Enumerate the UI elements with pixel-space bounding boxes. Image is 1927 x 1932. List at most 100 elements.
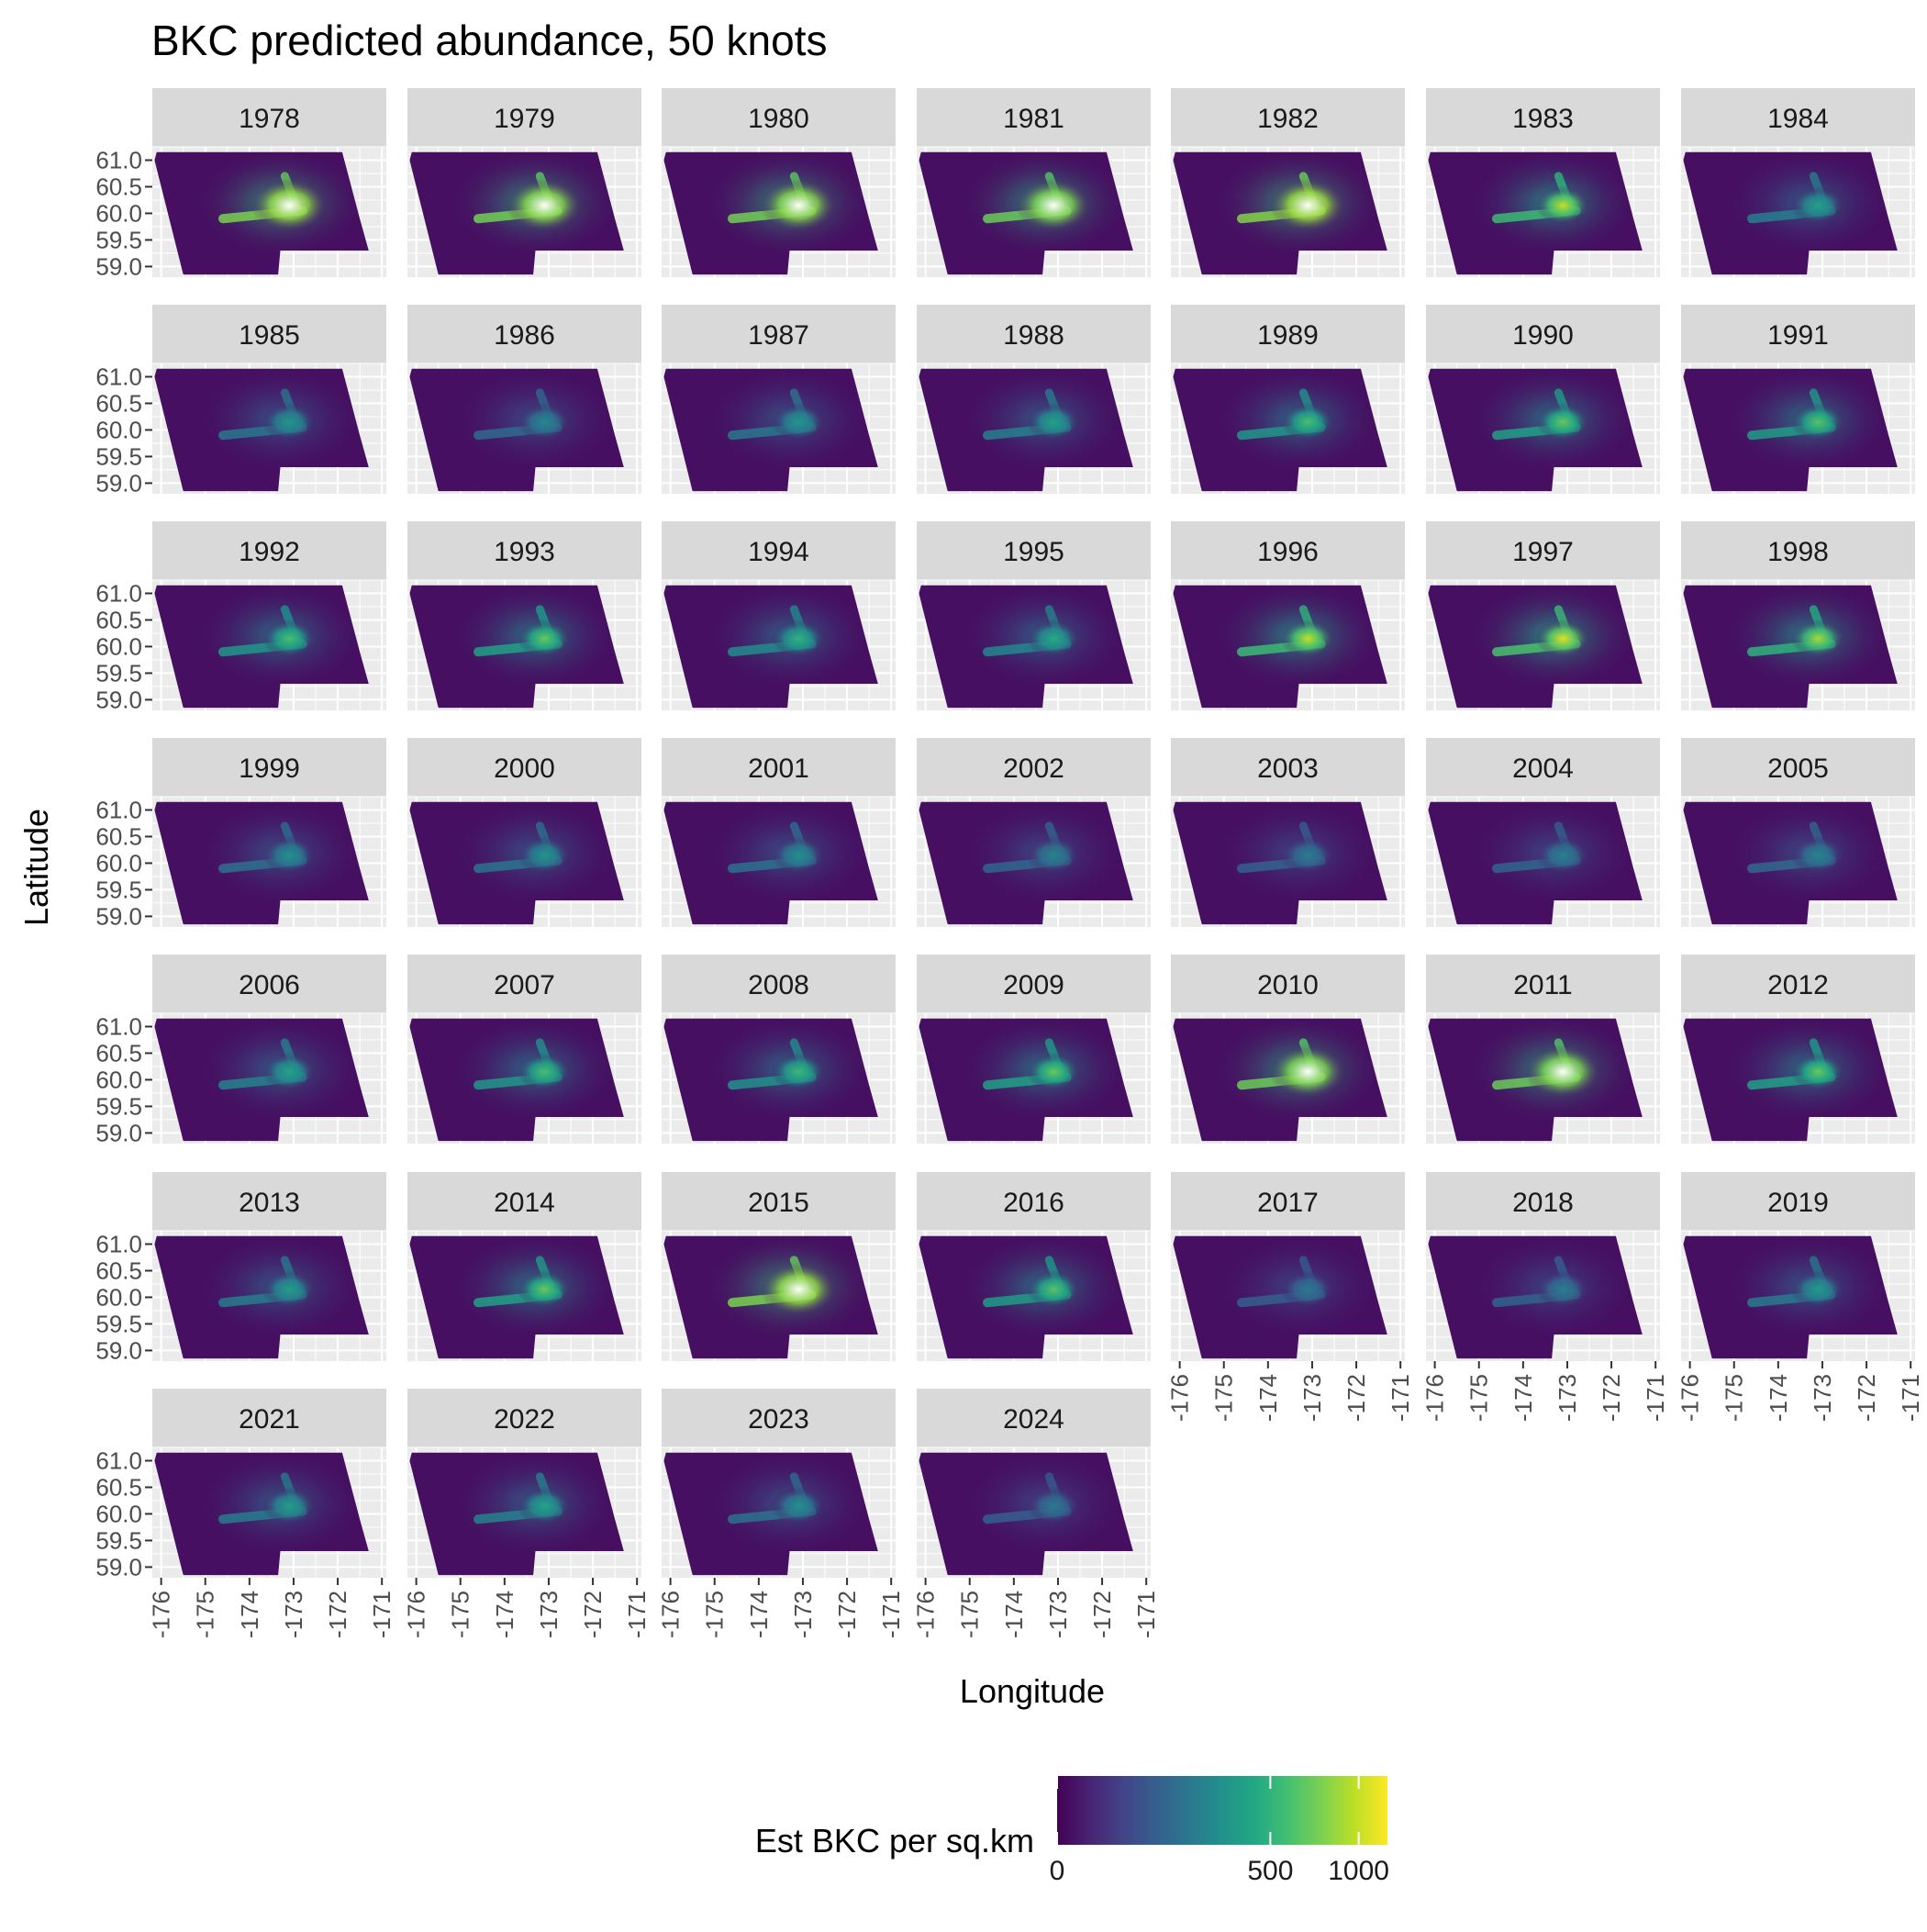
abundance-surface — [919, 151, 1133, 275]
facet-strip-label: 1995 — [1003, 537, 1064, 567]
abundance-surface — [1173, 151, 1387, 275]
x-tick-label: -172 — [1598, 1374, 1625, 1422]
facet-panel-1982: 1982 — [1171, 88, 1405, 281]
facet-strip — [1681, 88, 1915, 147]
facet-panel-1995: 1995 — [917, 521, 1151, 714]
facet-strip-label: 1993 — [494, 537, 555, 567]
facet-strip-label: 1984 — [1767, 104, 1829, 134]
y-tick-label: 60.0 — [95, 199, 142, 227]
x-tick-label: -176 — [912, 1591, 940, 1638]
abundance-hotspot — [262, 1269, 317, 1309]
abundance-hotspot — [1535, 835, 1591, 875]
facet-strip — [662, 955, 896, 1013]
y-tick-label: 60.0 — [95, 632, 142, 660]
abundance-surface — [663, 1235, 878, 1359]
facet-strip-label: 2002 — [1003, 754, 1064, 784]
facet-strip-label: 1998 — [1767, 537, 1829, 567]
y-tick-label: 60.0 — [95, 416, 142, 443]
facet-strip — [407, 521, 641, 580]
facet-strip-label: 2005 — [1767, 754, 1829, 784]
x-tick-label: -176 — [657, 1591, 685, 1638]
abundance-hotspot — [1524, 1044, 1602, 1100]
facet-strip — [662, 738, 896, 797]
facet-strip-label: 2019 — [1767, 1188, 1829, 1218]
y-tick-label: 59.5 — [95, 876, 142, 903]
abundance-hotspot — [1535, 185, 1591, 225]
y-tick-label: 61.0 — [95, 1230, 142, 1257]
abundance-hotspot — [771, 835, 827, 875]
y-axis-label: Latitude — [17, 809, 55, 926]
abundance-surface — [919, 1235, 1133, 1359]
y-tick-label: 60.5 — [95, 606, 142, 633]
legend-colorbar — [1057, 1776, 1387, 1845]
abundance-hotspot — [1026, 1269, 1082, 1309]
facet-strip-label: 1988 — [1003, 320, 1064, 351]
facet-panel-2012: 2012 — [1681, 955, 1915, 1147]
facet-panel-2015: 2015 — [662, 1172, 896, 1365]
facet-strip-label: 2003 — [1257, 754, 1319, 784]
facet-strip-label: 1978 — [239, 104, 300, 134]
facet-strip — [1426, 305, 1660, 363]
facet-strip-label: 2000 — [494, 754, 555, 784]
abundance-hotspot — [1280, 1269, 1336, 1309]
y-tick-label: 59.0 — [95, 1336, 142, 1364]
facet-panel-2023: 2023 -176 -175 -174 -173 -172 -171 — [657, 1389, 905, 1638]
facet-panel-2010: 2010 — [1171, 955, 1405, 1147]
abundance-hotspot — [517, 619, 573, 658]
y-tick-label: 60.5 — [95, 822, 142, 850]
x-tick-label: -171 — [1642, 1374, 1669, 1422]
abundance-hotspot — [517, 1486, 573, 1525]
x-tick-label: -176 — [1676, 1374, 1704, 1422]
legend-tick-label: 1000 — [1328, 1856, 1389, 1886]
abundance-hotspot — [251, 178, 329, 233]
y-tick-label: 61.0 — [95, 363, 142, 390]
facet-strip — [152, 738, 386, 797]
x-tick-label: -173 — [535, 1591, 563, 1638]
x-tick-label: -174 — [1000, 1591, 1028, 1638]
x-tick-label: -175 — [447, 1591, 474, 1638]
abundance-hotspot — [1790, 1052, 1846, 1091]
abundance-hotspot — [1015, 178, 1093, 233]
abundance-surface — [409, 585, 624, 709]
abundance-surface — [154, 151, 369, 275]
facet-panel-1993: 1993 — [407, 521, 641, 714]
y-tick-label: 59.5 — [95, 1310, 142, 1337]
x-tick-label: -175 — [956, 1591, 984, 1638]
facet-strip-label: 1986 — [494, 320, 555, 351]
x-tick-label: -171 — [877, 1591, 905, 1638]
facet-strip — [407, 955, 641, 1013]
facet-strip-label: 2023 — [748, 1404, 809, 1435]
abundance-hotspot — [1026, 835, 1082, 875]
facet-strip-label: 2024 — [1003, 1404, 1064, 1435]
x-tick-label: -175 — [192, 1591, 219, 1638]
facet-panel-2017: 2017 -176 -175 -174 -173 -172 -171 — [1166, 1172, 1414, 1422]
abundance-hotspot — [262, 1052, 317, 1091]
facet-strip — [662, 305, 896, 363]
abundance-hotspot — [506, 178, 584, 233]
x-tick-label: -171 — [1132, 1591, 1160, 1638]
facet-strip — [917, 1172, 1151, 1231]
y-tick-label: 59.5 — [95, 226, 142, 253]
facet-strip — [152, 88, 386, 147]
abundance-hotspot — [771, 1486, 827, 1525]
facet-panel-1989: 1989 — [1171, 305, 1405, 497]
facet-panel-1997: 1997 — [1426, 521, 1660, 714]
x-tick-label: -172 — [833, 1591, 861, 1638]
x-axis-label: Longitude — [960, 1672, 1105, 1710]
y-tick-label: 61.0 — [95, 146, 142, 173]
x-tick-label: -171 — [368, 1591, 395, 1638]
facet-strip — [1426, 738, 1660, 797]
facet-strip-label: 2022 — [494, 1404, 555, 1435]
facet-strip-label: 1990 — [1512, 320, 1574, 351]
facet-panel-2024: 2024 -176 -175 -174 -173 -172 -171 — [912, 1389, 1160, 1638]
facet-panel-1990: 1990 — [1426, 305, 1660, 497]
facet-strip-label: 1994 — [748, 537, 809, 567]
abundance-hotspot — [771, 619, 827, 658]
facet-strip — [407, 1172, 641, 1231]
x-tick-label: -176 — [148, 1591, 175, 1638]
y-tick-label: 59.5 — [95, 442, 142, 470]
facet-strip-label: 1989 — [1257, 320, 1319, 351]
abundance-hotspot — [1026, 619, 1082, 658]
x-tick-label: -173 — [1298, 1374, 1326, 1422]
facet-strip-label: 1992 — [239, 537, 300, 567]
